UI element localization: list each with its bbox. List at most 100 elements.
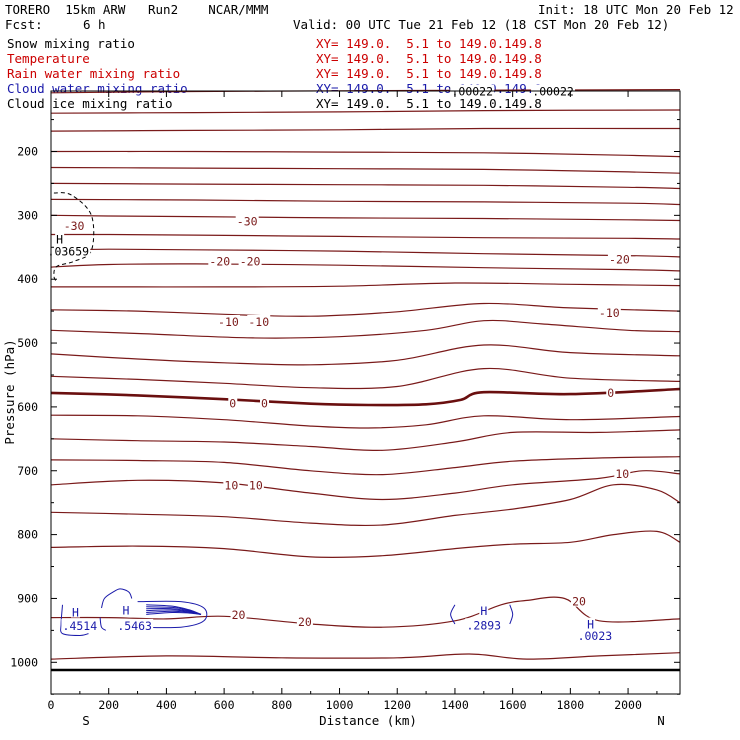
temperature-contour-label-background <box>607 252 631 265</box>
temperature-contour-label-background <box>216 314 240 327</box>
legend-section-snow: XY= 149.0. 5.1 to 149.0.149.8 <box>316 36 542 51</box>
cloud-water-max-label-background <box>576 629 614 642</box>
temperature-contour <box>50 456 681 476</box>
temperature-contour-label-background <box>260 396 270 409</box>
y-tick-label: 1000 <box>10 655 38 669</box>
temperature-contour <box>50 127 681 132</box>
x-tick-label: 1800 <box>557 698 585 712</box>
temperature-contour-label-background <box>230 608 247 621</box>
temperature-contour-label: 20 <box>298 615 312 629</box>
x-end-label-right: N <box>657 713 665 728</box>
cloud-water-max-label: H <box>480 604 487 618</box>
y-tick-label: 400 <box>17 272 38 286</box>
cloud-water-max-label: .5463 <box>117 619 152 633</box>
cloud-water-contour <box>509 604 514 625</box>
temperature-contour <box>50 263 681 272</box>
zero-degree-contour <box>50 387 681 407</box>
cloud-ice-max-label-background <box>531 84 576 97</box>
cloud-water-contour <box>146 611 202 615</box>
temperature-contour-label-background <box>571 594 588 607</box>
x-end-label-left: S <box>82 713 90 728</box>
x-tick-label: 400 <box>156 698 177 712</box>
temperature-contour-label: 0 <box>229 397 236 411</box>
x-tick-label: 600 <box>214 698 235 712</box>
temperature-contour <box>50 414 681 429</box>
cloud-water-contour <box>99 617 107 631</box>
cloud-ice-max-label-background <box>55 232 65 245</box>
cloud-water-max-label-background <box>116 618 154 631</box>
temperature-contour <box>50 429 681 452</box>
cloud-water-max-label-background <box>479 604 489 617</box>
temperature-contour-label-background <box>296 615 313 628</box>
temperature-contour <box>50 302 681 317</box>
temperature-contour-label: 0 <box>607 386 614 400</box>
y-tick-label: 800 <box>17 528 38 542</box>
x-tick-label: 1600 <box>499 698 527 712</box>
legend-section-temperature: XY= 149.0. 5.1 to 149.0.149.8 <box>316 51 542 66</box>
cloud-ice-max-label-background <box>450 84 495 97</box>
temperature-contour-label: -30 <box>64 219 85 233</box>
legend-section-rain: XY= 149.0. 5.1 to 149.0.149.8 <box>316 66 542 81</box>
y-tick-label: 700 <box>17 464 38 478</box>
temperature-contour-label: -10 <box>218 315 239 329</box>
temperature-contour-label-background <box>223 478 240 491</box>
model-title: TORERO 15km ARW Run2 NCAR/MMM <box>5 2 269 17</box>
temperature-contour <box>50 388 681 406</box>
cloud-water-max-label: H <box>123 604 130 618</box>
cloud-water-contour <box>60 604 89 637</box>
x-tick-label: 1200 <box>383 698 411 712</box>
cloud-water-max-label-background <box>465 618 503 631</box>
temperature-contour <box>50 344 681 366</box>
valid-time: Valid: 00 UTC Tue 21 Feb 12 (18 CST Mon … <box>293 17 670 32</box>
temperature-contour-label-background <box>238 254 262 267</box>
temperature-contour <box>50 233 681 240</box>
temperature-contour <box>50 483 681 527</box>
forecast-hour: 6 h <box>83 17 106 32</box>
init-time: Init: 18 UTC Mon 20 Feb 12 <box>538 2 734 17</box>
cloud-water-max-label-background <box>71 605 81 618</box>
temperature-contour <box>50 166 681 174</box>
x-tick-label: 2000 <box>614 698 642 712</box>
y-tick-label: 900 <box>17 591 38 605</box>
temperature-contour-label: -10 <box>599 306 620 320</box>
forecast-label: Fcst: <box>5 17 43 32</box>
temperature-contour <box>50 367 681 390</box>
legend-name-snow: Snow mixing ratio <box>7 36 135 51</box>
temperature-contour <box>50 248 681 258</box>
legend-name-temperature: Temperature <box>7 51 90 66</box>
temperature-contour-label-background <box>228 396 238 409</box>
temperature-contour-label-background <box>597 306 621 319</box>
temperature-contour <box>50 109 681 114</box>
cloud-water-contour <box>450 604 456 625</box>
temperature-contour-label: 10 <box>249 478 263 492</box>
legend-name-cloud-ice: Cloud ice mixing ratio <box>7 96 173 111</box>
y-tick-label: 300 <box>17 208 38 222</box>
temperature-contour-label: -20 <box>209 254 230 268</box>
temperature-contour <box>50 150 681 158</box>
temperature-contour <box>50 652 681 660</box>
y-tick-label: 600 <box>17 400 38 414</box>
x-tick-label: 800 <box>271 698 292 712</box>
temperature-contour <box>51 282 681 288</box>
cloud-water-max-label: H <box>72 605 79 619</box>
y-tick-label: 500 <box>17 336 38 350</box>
y-axis-label: Pressure (hPa) <box>2 339 17 444</box>
cloud-ice-max-label: H <box>56 233 63 247</box>
x-tick-label: 0 <box>48 698 55 712</box>
temperature-contour-label: -30 <box>237 215 258 229</box>
temperature-contour-label: -20 <box>240 254 261 268</box>
x-tick-label: 1000 <box>326 698 354 712</box>
cloud-water-max-label: H <box>587 618 594 632</box>
temperature-contour <box>50 319 681 339</box>
cloud-water-max-label: .0023 <box>578 629 613 643</box>
plot-frame <box>50 90 681 695</box>
cloud-water-contour <box>101 588 133 609</box>
cloud-ice-contour <box>53 192 95 283</box>
temperature-contour <box>50 198 681 206</box>
temperature-contour-label: 20 <box>232 608 246 622</box>
cloud-water-contour <box>137 600 208 629</box>
temperature-contour-label: 10 <box>615 467 629 481</box>
temperature-contour-label-background <box>62 219 86 232</box>
temperature-contour-label: -20 <box>609 252 630 266</box>
x-tick-label: 1400 <box>441 698 469 712</box>
